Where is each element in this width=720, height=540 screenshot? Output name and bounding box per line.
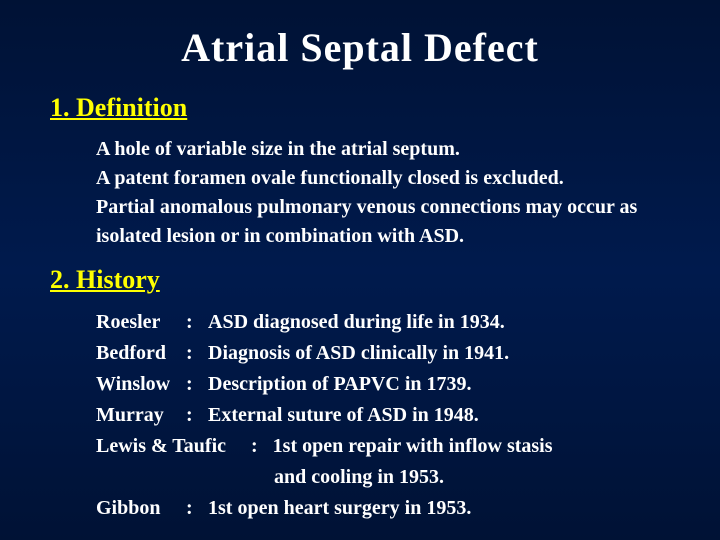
history-body: Roesler : ASD diagnosed during life in 1…: [96, 307, 670, 524]
slide-title: Atrial Septal Defect: [50, 24, 670, 71]
history-desc: Description of PAPVC in 1739.: [208, 369, 670, 400]
heading-definition: 1. Definition: [50, 93, 670, 123]
history-colon: :: [186, 493, 208, 524]
history-row: Gibbon : 1st open heart surgery in 1953.: [96, 493, 670, 524]
history-free-line: Lewis & Taufic : 1st open repair with in…: [96, 431, 670, 462]
history-desc: 1st open heart surgery in 1953.: [208, 493, 670, 524]
history-desc: External suture of ASD in 1948.: [208, 400, 670, 431]
history-colon: :: [186, 400, 208, 431]
history-colon: :: [186, 338, 208, 369]
heading-history: 2. History: [50, 265, 670, 295]
history-row: Winslow : Description of PAPVC in 1739.: [96, 369, 670, 400]
history-colon: :: [186, 369, 208, 400]
history-name: Winslow: [96, 369, 186, 400]
history-name: Murray: [96, 400, 186, 431]
history-indent-line: and cooling in 1953.: [96, 462, 670, 493]
history-colon: :: [186, 307, 208, 338]
history-name: Bedford: [96, 338, 186, 369]
history-desc: ASD diagnosed during life in 1934.: [208, 307, 670, 338]
history-desc: Diagnosis of ASD clinically in 1941.: [208, 338, 670, 369]
history-row: Murray : External suture of ASD in 1948.: [96, 400, 670, 431]
history-name: Gibbon: [96, 493, 186, 524]
history-row: Bedford : Diagnosis of ASD clinically in…: [96, 338, 670, 369]
history-row: Roesler : ASD diagnosed during life in 1…: [96, 307, 670, 338]
definition-body: A hole of variable size in the atrial se…: [96, 135, 670, 251]
history-name: Roesler: [96, 307, 186, 338]
